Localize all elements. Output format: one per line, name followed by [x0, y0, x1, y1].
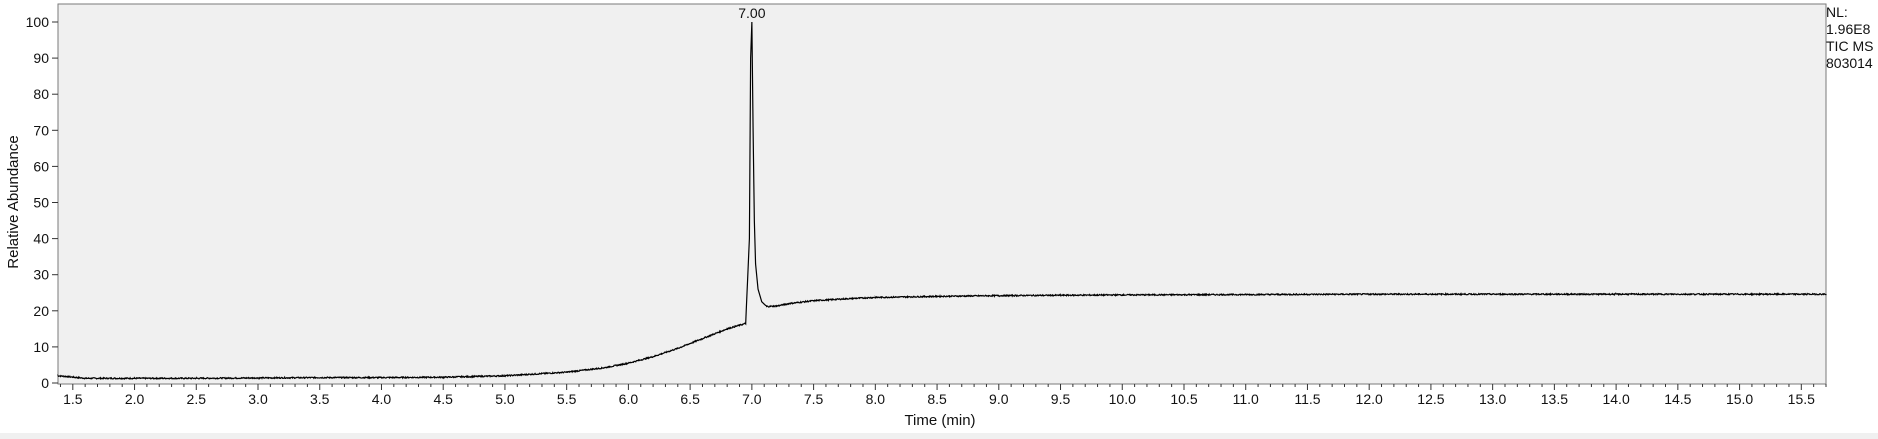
- peak-label: 7.00: [738, 5, 765, 21]
- x-tick-label: 1.5: [63, 391, 83, 407]
- x-tick-label: 13.0: [1479, 391, 1506, 407]
- y-tick-label: 100: [26, 14, 50, 30]
- bottom-strip: [0, 433, 1878, 439]
- file-id: 803014: [1826, 55, 1873, 71]
- x-tick-label: 14.5: [1664, 391, 1691, 407]
- y-axis-title: Relative Abundance: [5, 135, 22, 268]
- x-tick-label: 13.5: [1541, 391, 1568, 407]
- x-tick-label: 3.5: [310, 391, 330, 407]
- plot-background: [57, 3, 1827, 385]
- x-tick-label: 5.5: [557, 391, 577, 407]
- x-tick-label: 6.0: [619, 391, 639, 407]
- nl-value: 1.96E8: [1826, 21, 1871, 37]
- x-tick-label: 6.5: [680, 391, 700, 407]
- y-tick-label: 10: [33, 339, 49, 355]
- y-tick-label: 70: [33, 122, 49, 138]
- x-tick-label: 12.5: [1417, 391, 1444, 407]
- x-tick-label: 5.0: [495, 391, 515, 407]
- x-tick-label: 4.0: [372, 391, 392, 407]
- x-tick-label: 8.0: [866, 391, 886, 407]
- x-tick-label: 12.0: [1356, 391, 1383, 407]
- x-tick-label: 7.5: [804, 391, 824, 407]
- x-tick-label: 10.5: [1170, 391, 1197, 407]
- x-tick-label: 7.0: [742, 391, 762, 407]
- y-axis: 0 10 20 30 40 50 60 70 80 90 100: [26, 14, 58, 391]
- y-tick-label: 0: [41, 375, 49, 391]
- y-tick-label: 30: [33, 267, 49, 283]
- peak-labels: 7.00: [738, 5, 765, 21]
- x-tick-label: 11.0: [1233, 391, 1259, 407]
- x-tick-label: 2.0: [125, 391, 145, 407]
- x-tick-label: 3.0: [248, 391, 268, 407]
- x-tick-label: 11.5: [1294, 391, 1320, 407]
- y-tick-label: 50: [33, 195, 49, 211]
- x-tick-label: 15.5: [1788, 391, 1815, 407]
- y-tick-label: 80: [33, 86, 49, 102]
- x-tick-label: 15.0: [1726, 391, 1753, 407]
- tic-trace-line: [57, 21, 1827, 381]
- x-axis: 1.5 2.0 2.5 3.0 3.5 4.0 4.5 5.0 5.5 6.0 6.5 7.0 7.5 8…: [59, 384, 1827, 407]
- trace-label: TIC MS: [1826, 38, 1874, 54]
- x-tick-label: 8.5: [927, 391, 947, 407]
- y-tick-label: 20: [33, 303, 49, 319]
- x-tick-label: 9.0: [989, 391, 1009, 407]
- y-tick-label: 40: [33, 231, 49, 247]
- y-tick-label: 60: [33, 158, 49, 174]
- x-tick-label: 10.0: [1109, 391, 1136, 407]
- x-tick-label: 9.5: [1051, 391, 1071, 407]
- x-tick-label: 4.5: [433, 391, 453, 407]
- x-tick-label: 2.5: [187, 391, 207, 407]
- y-tick-label: 90: [33, 50, 49, 66]
- nl-label: NL:: [1826, 4, 1848, 20]
- x-tick-label: 14.0: [1602, 391, 1629, 407]
- x-axis-title: Time (min): [904, 412, 975, 429]
